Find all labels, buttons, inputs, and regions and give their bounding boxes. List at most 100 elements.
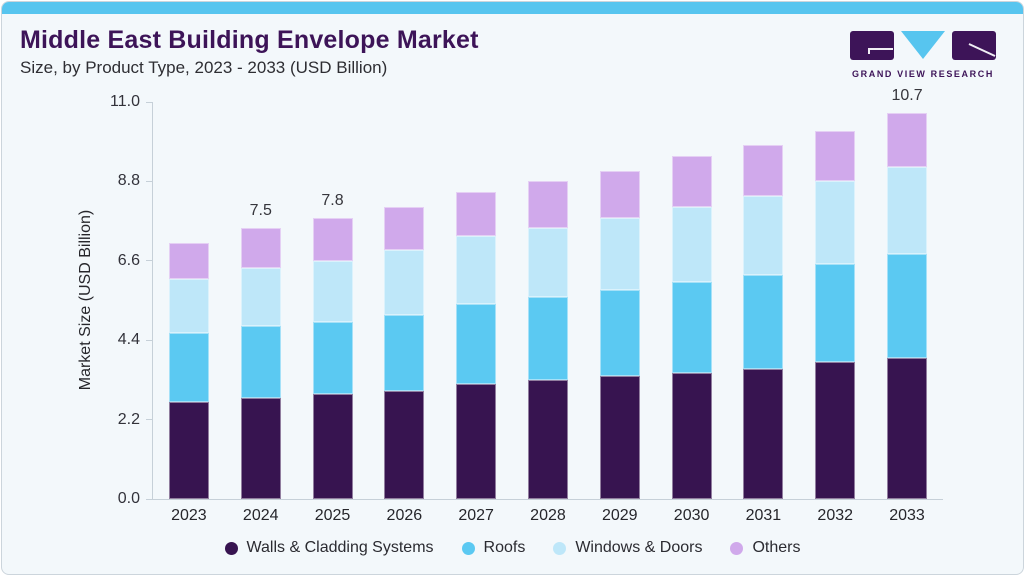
bar-2029 xyxy=(599,170,640,499)
y-tick-label: 11.0 xyxy=(110,93,140,110)
bar-segment-walls-cladding-systems xyxy=(887,358,928,499)
bar-2025 xyxy=(312,217,353,499)
bar-column-2032: 2032 xyxy=(815,102,856,524)
bar-segment-walls-cladding-systems xyxy=(815,361,856,499)
bar-column-2027: 2027 xyxy=(456,102,497,524)
bar-segment-walls-cladding-systems xyxy=(599,376,640,499)
y-tick: 11.0 xyxy=(110,93,153,111)
y-tick: 6.6 xyxy=(118,252,153,270)
bar-column-2026: 2026 xyxy=(384,102,425,524)
y-tick-mark-icon xyxy=(146,101,153,103)
y-tick: 8.8 xyxy=(118,172,153,190)
bar-column-2028: 2028 xyxy=(527,102,568,524)
bar-segment-windows-doors xyxy=(384,250,425,315)
legend-label: Windows & Doors xyxy=(575,539,703,556)
bar-segment-roofs xyxy=(671,282,712,373)
y-tick-mark-icon xyxy=(146,339,153,341)
plot-area: 0.0 2.2 4.4 6.6 8.8 11.0 2023 7.5 2024 7.8 2025 20… xyxy=(110,87,943,524)
bar-column-2030: 2030 xyxy=(671,102,712,524)
x-axis-label: 2023 xyxy=(171,507,207,524)
y-tick-label: 6.6 xyxy=(117,251,140,269)
bar-segment-walls-cladding-systems xyxy=(168,401,209,499)
x-axis-label: 2029 xyxy=(601,507,638,524)
x-axis-label: 2030 xyxy=(673,507,710,524)
x-axis-label: 2032 xyxy=(817,507,854,524)
bar-segment-walls-cladding-systems xyxy=(312,394,353,499)
bar-2024 xyxy=(240,228,281,499)
bar-segment-walls-cladding-systems xyxy=(456,383,497,499)
bar-segment-roofs xyxy=(527,296,568,380)
bar-segment-others xyxy=(384,206,425,250)
bar-value-label: 7.8 xyxy=(321,191,344,209)
bar-segment-windows-doors xyxy=(599,217,640,290)
bar-column-2023: 2023 xyxy=(168,102,209,524)
bar-segment-windows-doors xyxy=(743,195,784,276)
bar-segment-roofs xyxy=(168,333,209,402)
bar-2032 xyxy=(815,130,856,499)
bar-2030 xyxy=(671,156,712,499)
y-tick-label: 2.2 xyxy=(117,410,140,428)
y-tick: 0.0 xyxy=(118,490,153,508)
legend-item: Walls & Cladding Systems xyxy=(224,539,434,557)
x-axis-label: 2033 xyxy=(889,507,925,524)
x-axis-label: 2027 xyxy=(458,507,494,524)
bar-2027 xyxy=(456,192,497,499)
x-axis-label: 2028 xyxy=(530,507,566,524)
bar-segment-roofs xyxy=(815,264,856,362)
bar-column-2033: 10.7 2033 xyxy=(887,87,928,524)
legend-item: Roofs xyxy=(461,539,526,557)
bar-segment-walls-cladding-systems xyxy=(527,379,568,499)
bar-segment-others xyxy=(456,192,497,236)
legend-dot-icon xyxy=(553,541,567,555)
bar-column-2025: 7.8 2025 xyxy=(312,102,353,524)
legend-label: Others xyxy=(752,539,801,556)
bar-segment-roofs xyxy=(312,322,353,395)
y-tick: 4.4 xyxy=(118,331,153,349)
bar-segment-windows-doors xyxy=(671,206,712,283)
bar-segment-others xyxy=(240,228,281,269)
bar-segment-others xyxy=(599,170,640,218)
bar-2023 xyxy=(168,242,209,499)
bar-segment-others xyxy=(815,130,856,182)
bar-segment-others xyxy=(527,181,568,229)
y-tick-mark-icon xyxy=(146,260,153,262)
x-axis-label: 2024 xyxy=(242,507,279,524)
bar-2026 xyxy=(384,206,425,499)
legend: Walls & Cladding Systems Roofs Windows & D… xyxy=(2,539,1023,557)
bar-segment-windows-doors xyxy=(312,260,353,323)
legend-label: Roofs xyxy=(483,539,526,556)
legend-label: Walls & Cladding Systems xyxy=(246,539,434,556)
bar-segment-roofs xyxy=(599,289,640,377)
bar-value-label: 10.7 xyxy=(891,86,923,104)
gvr-logo-icon xyxy=(850,31,996,60)
bar-2028 xyxy=(527,181,568,499)
top-accent-bar xyxy=(2,2,1023,14)
page-title: Middle East Building Envelope Market xyxy=(20,26,479,54)
bar-column-2031: 2031 xyxy=(743,102,784,524)
y-tick-mark-icon xyxy=(146,180,153,182)
bar-segment-windows-doors xyxy=(240,268,281,326)
bar-segment-others xyxy=(887,112,928,167)
y-axis-title: Market Size (USD Billion) xyxy=(77,209,94,391)
bar-segment-others xyxy=(312,217,353,261)
bar-segment-walls-cladding-systems xyxy=(743,369,784,499)
bar-segment-windows-doors xyxy=(815,181,856,265)
bar-column-2029: 2029 xyxy=(599,102,640,524)
chart-subtitle: Size, by Product Type, 2023 - 2033 (USD … xyxy=(20,58,388,77)
y-tick-mark-icon xyxy=(146,419,153,421)
bar-segment-walls-cladding-systems xyxy=(384,390,425,499)
bar-segment-walls-cladding-systems xyxy=(240,397,281,499)
legend-dot-icon xyxy=(461,541,475,555)
bar-segment-roofs xyxy=(240,325,281,398)
bar-segment-others xyxy=(168,242,209,279)
y-tick-label: 4.4 xyxy=(117,331,140,349)
x-axis-label: 2025 xyxy=(314,507,351,524)
legend-dot-icon xyxy=(224,541,238,555)
bar-segment-roofs xyxy=(887,253,928,359)
bar-segment-windows-doors xyxy=(887,166,928,254)
gvr-logo: GRAND VIEW RESEARCH xyxy=(849,30,997,79)
bar-2033 xyxy=(887,112,928,499)
y-tick-mark-icon xyxy=(146,498,153,500)
bar-segment-windows-doors xyxy=(168,278,209,333)
bar-column-2024: 7.5 2024 xyxy=(240,102,281,524)
